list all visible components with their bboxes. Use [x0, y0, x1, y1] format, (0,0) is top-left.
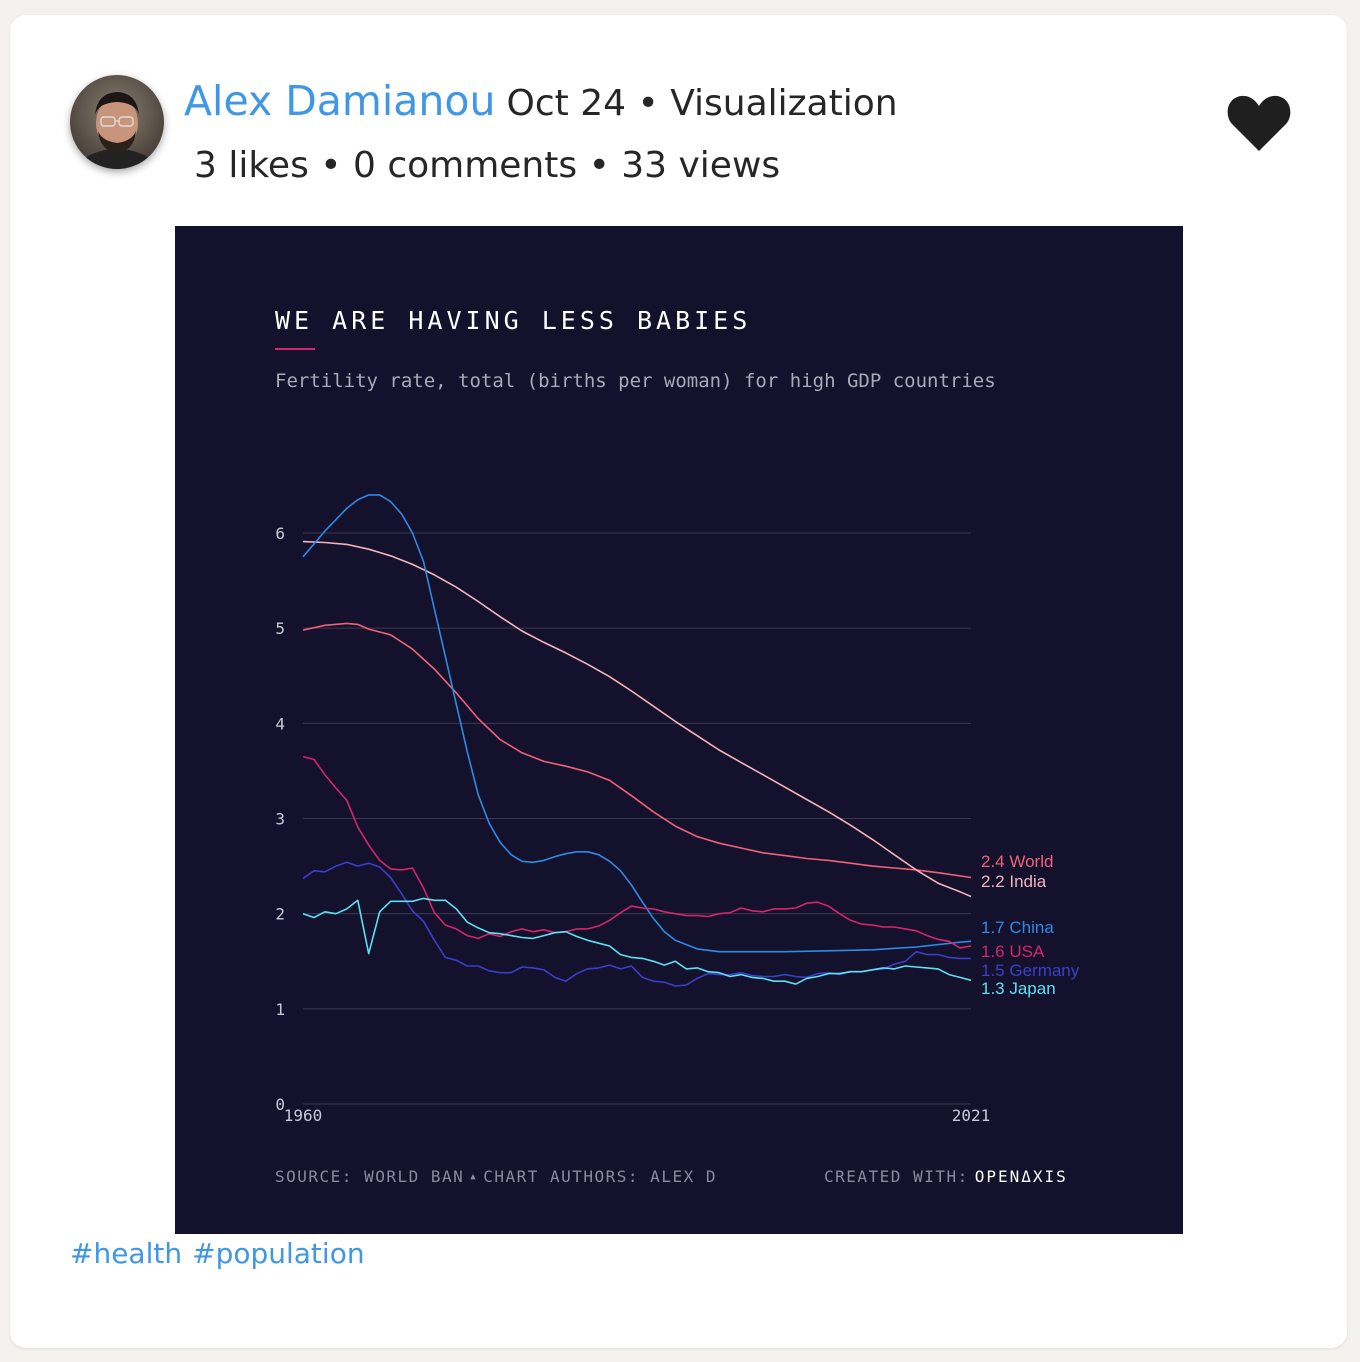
post-card: Alex Damianou Oct 24 • Visualization 3 l… [10, 15, 1347, 1348]
end-label-india: 2.2 India [981, 872, 1047, 891]
source-text: SOURCE: WORLD BAN [275, 1167, 465, 1186]
post-date: Oct 24 [506, 83, 627, 124]
author-avatar[interactable] [70, 75, 164, 169]
post-stats: 3 likes • 0 comments • 33 views [194, 145, 780, 186]
openaxis-brand[interactable]: OPENΔXIS [974, 1167, 1068, 1186]
chart-footer-created: CREATED WITH: OPENΔXIS [824, 1167, 1068, 1186]
authors-text: CHART AUTHORS: ALEX D [483, 1167, 717, 1186]
chart-panel: WE ARE HAVING LESS BABIES Fertility rate… [175, 226, 1183, 1234]
title-underline [275, 348, 315, 350]
end-label-germany: 1.5 Germany [981, 961, 1080, 980]
like-button[interactable] [1226, 93, 1292, 153]
likes-count: 3 likes [194, 145, 309, 186]
end-label-usa: 1.6 USA [981, 942, 1045, 961]
chart-subtitle: Fertility rate, total (births per woman)… [275, 370, 996, 392]
created-with-label: CREATED WITH: [824, 1167, 969, 1186]
y-tick-label: 4 [275, 714, 285, 733]
y-tick-label: 6 [275, 524, 285, 543]
y-tick-label: 3 [275, 810, 285, 829]
avatar-photo-icon [70, 75, 164, 169]
tag-health[interactable]: #health [70, 1237, 183, 1270]
post-header: Alex Damianou Oct 24 • Visualization [184, 77, 898, 125]
stats-separator: • [588, 145, 610, 186]
series-line-china [302, 494, 972, 953]
comments-count[interactable]: 0 comments [352, 145, 578, 186]
series-line-usa [302, 755, 972, 949]
series-line-world [302, 622, 972, 879]
x-tick-label: 2021 [952, 1106, 991, 1125]
author-name-link[interactable]: Alex Damianou [184, 77, 496, 125]
series-line-india [302, 540, 972, 898]
tag-population[interactable]: #population [192, 1237, 365, 1270]
y-tick-label: 2 [275, 905, 285, 924]
end-label-world: 2.4 World [981, 852, 1053, 871]
post-date-category: Oct 24 • Visualization [507, 83, 898, 124]
y-tick-label: 5 [275, 619, 285, 638]
y-tick-label: 0 [275, 1095, 285, 1114]
y-tick-label: 1 [275, 1000, 285, 1019]
post-tags: #health #population [70, 1237, 375, 1270]
x-tick-label: 1960 [284, 1106, 323, 1125]
meta-separator: • [637, 83, 659, 124]
post-category[interactable]: Visualization [670, 83, 898, 124]
triangle-separator-icon: ▲ [470, 1172, 478, 1182]
chart-title: WE ARE HAVING LESS BABIES [275, 306, 752, 335]
stats-separator: • [320, 145, 342, 186]
end-label-japan: 1.3 Japan [981, 979, 1056, 998]
end-label-china: 1.7 China [981, 918, 1054, 937]
series-line-japan [302, 897, 972, 985]
chart-footer-credits: SOURCE: WORLD BAN ▲ CHART AUTHORS: ALEX D [275, 1167, 717, 1186]
heart-icon [1227, 95, 1291, 151]
views-count: 33 views [621, 145, 781, 186]
